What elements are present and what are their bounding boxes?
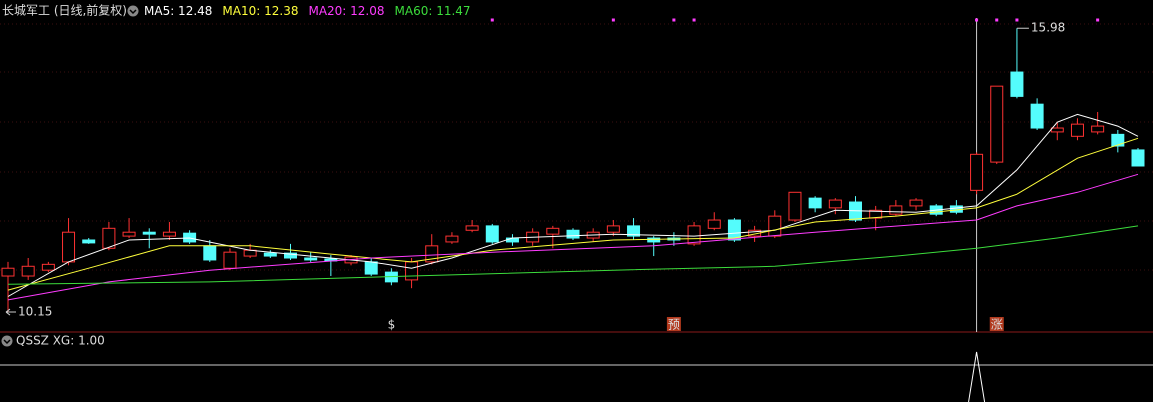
candle-body — [364, 261, 378, 275]
candle-body — [1070, 123, 1084, 137]
candle-body — [263, 252, 277, 257]
candle-body — [284, 252, 297, 259]
signal-label: $ — [388, 318, 396, 332]
candle-body — [21, 265, 35, 277]
signal-dot — [611, 18, 615, 22]
signal-dot — [975, 18, 979, 22]
candle-body — [869, 209, 883, 219]
candle-body — [1050, 127, 1064, 133]
candle-body — [62, 231, 76, 263]
candle-body — [203, 245, 217, 261]
candle-body — [1091, 125, 1105, 133]
menu-chevron — [129, 9, 137, 15]
candle-body — [768, 215, 782, 237]
menu-chevron — [3, 339, 11, 345]
candle-body — [102, 227, 116, 249]
menu-icon[interactable] — [127, 5, 139, 17]
candle-body — [566, 229, 580, 239]
legend-entry: MA10: 12.38 — [222, 4, 298, 18]
signal-label: 涨 — [991, 317, 1003, 332]
low-arrow — [5, 308, 16, 316]
candle-body — [405, 261, 419, 281]
candle-body — [788, 191, 802, 221]
candle-body — [546, 227, 560, 235]
legend-entry: MA5: 12.48 — [144, 4, 212, 18]
menu-icon[interactable] — [1, 335, 13, 347]
ma-line — [7, 173, 1139, 301]
signal-dot — [692, 18, 696, 22]
candle-body — [41, 263, 55, 271]
ma-line — [7, 113, 1139, 297]
candle-body — [1131, 149, 1145, 167]
chart-title: 长城军工 (日线,前复权) — [2, 3, 127, 18]
candle-body — [687, 225, 701, 245]
candle-body — [162, 231, 176, 237]
candle-body — [122, 231, 136, 237]
candle-body — [505, 237, 519, 243]
candle-body — [1, 267, 15, 277]
candle-body — [909, 199, 923, 207]
signal-badge — [989, 317, 1004, 331]
high-label: 15.98 — [1031, 21, 1065, 35]
candle-body — [828, 199, 842, 209]
candle-body — [1010, 71, 1024, 97]
legend-entry: MA20: 12.08 — [308, 4, 384, 18]
candle-body — [304, 257, 318, 261]
signal-dot — [1015, 18, 1019, 22]
candle-body — [990, 85, 1004, 163]
candle-body — [82, 239, 96, 244]
candle-body — [425, 245, 439, 263]
indicator-spike — [968, 351, 986, 402]
indicator-title: QSSZ XG: 1.00 — [16, 334, 105, 348]
candle-body — [465, 225, 479, 231]
candle-body — [606, 225, 620, 233]
candle-body — [485, 225, 499, 243]
candle-body — [1030, 103, 1044, 129]
legend-entry: MA60: 11.47 — [395, 4, 471, 18]
legend: MA5: 12.48 MA10: 12.38 MA20: 12.08 MA60: 11… — [144, 4, 471, 18]
candle-body — [142, 231, 156, 235]
signal-badge — [666, 317, 681, 331]
signal-label: 预 — [668, 318, 680, 332]
candle-body — [627, 225, 641, 237]
signal-dot — [672, 18, 676, 22]
candle-body — [727, 219, 741, 241]
candle-body — [223, 251, 237, 269]
candle-body — [1111, 133, 1125, 147]
candle-body — [970, 153, 984, 191]
candle-body — [445, 235, 459, 243]
candle-body — [647, 237, 661, 243]
candle-body — [808, 197, 822, 209]
ma-line — [7, 225, 1139, 285]
low-label: 10.15 — [18, 305, 52, 319]
signal-dot — [490, 18, 494, 22]
candle-body — [889, 205, 903, 215]
candle-body — [707, 219, 721, 229]
signal-dot — [995, 18, 999, 22]
ma-line — [7, 137, 1139, 291]
signal-dot — [1096, 18, 1100, 22]
